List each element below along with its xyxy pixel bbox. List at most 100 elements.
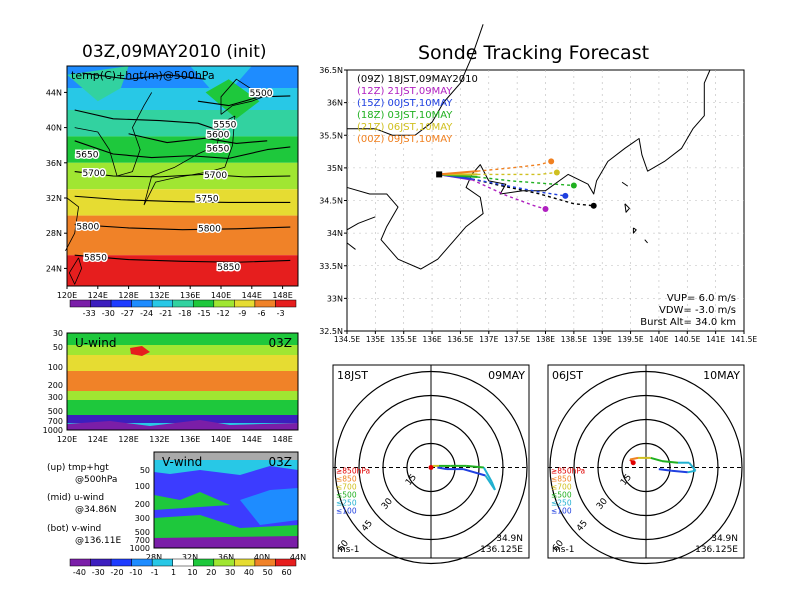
hodo-date: 10MAY bbox=[703, 369, 740, 382]
colorbar-cell bbox=[172, 299, 194, 308]
coastline bbox=[346, 216, 376, 231]
x-tick-label: 136.5E bbox=[447, 335, 473, 344]
hodo-time: 06JST bbox=[552, 369, 583, 382]
y-tick-label: 44N bbox=[46, 88, 62, 97]
colorbar-tick-label: -20 bbox=[111, 568, 124, 577]
x-tick-label: 148E bbox=[272, 435, 292, 444]
track-legend-entry: (12Z) 21JST,09MAY bbox=[357, 86, 453, 97]
hodo-start bbox=[630, 460, 636, 466]
y-tick-label: 100 bbox=[48, 363, 63, 372]
x-tick-label: 137.5E bbox=[504, 335, 530, 344]
hodo-unit: ms-1 bbox=[337, 545, 359, 555]
colorbar-cell bbox=[110, 558, 132, 567]
x-tick-label: 139.5E bbox=[617, 335, 643, 344]
colorbar-tick-label: -18 bbox=[178, 309, 191, 318]
colorbar-cell bbox=[275, 558, 297, 567]
coastline bbox=[624, 203, 630, 213]
x-tick-label: 144E bbox=[242, 291, 262, 300]
x-tick-label: 28N bbox=[146, 553, 162, 562]
temp-band bbox=[67, 255, 298, 286]
colorbar-tick-label: -15 bbox=[198, 309, 211, 318]
y-tick-label: 35N bbox=[327, 164, 343, 173]
height-contour bbox=[82, 72, 206, 80]
surface-band bbox=[67, 420, 298, 430]
x-tick-label: 44N bbox=[290, 553, 306, 562]
colorbar-cell bbox=[213, 558, 235, 567]
y-tick-label: 40N bbox=[46, 124, 62, 133]
x-tick-label: 138.5E bbox=[561, 335, 587, 344]
level-legend-entry: ≤850 bbox=[336, 475, 357, 484]
colorbar-cell bbox=[90, 299, 112, 308]
contour-label: 5650 bbox=[76, 151, 99, 161]
cold-pocket bbox=[67, 66, 129, 102]
height-contour bbox=[128, 133, 268, 144]
wind-band bbox=[67, 415, 298, 423]
y-tick-label: 24N bbox=[46, 264, 62, 273]
x-tick-label: 132E bbox=[149, 291, 169, 300]
parameter-annotation: Burst Alt= 34.0 km bbox=[640, 317, 736, 328]
colorbar-tick-label: -10 bbox=[129, 568, 142, 577]
x-tick-label: 138E bbox=[536, 335, 555, 344]
contour-label: 5600 bbox=[206, 130, 229, 140]
coastline bbox=[74, 92, 153, 177]
y-tick-label: 35.5N bbox=[319, 131, 343, 140]
y-tick-label: 300 bbox=[48, 393, 63, 402]
jet-core bbox=[130, 346, 150, 356]
u-wind-label: U-wind bbox=[75, 336, 116, 350]
coastline bbox=[632, 227, 637, 234]
forecast-title: Sonde Tracking Forecast bbox=[418, 42, 650, 64]
v-band bbox=[154, 492, 230, 510]
hodo-latitude: 34.9N bbox=[711, 534, 738, 544]
hodo-segment bbox=[462, 468, 486, 477]
track-legend-entry: (21Z) 06JST,10MAY bbox=[357, 122, 453, 133]
landing-point bbox=[590, 202, 597, 209]
track-map-panel: (09Z) 18JST,09MAY2010(12Z) 21JST,09MAY(1… bbox=[319, 24, 757, 344]
x-tick-label: 135E bbox=[366, 335, 385, 344]
contour-label: 5700 bbox=[204, 171, 227, 181]
track-dashed bbox=[477, 171, 557, 176]
y-tick-label: 500 bbox=[135, 528, 150, 537]
wind-band bbox=[67, 371, 298, 391]
contour-label: 5750 bbox=[196, 195, 219, 205]
x-tick-label: 40N bbox=[254, 553, 270, 562]
landing-point bbox=[553, 169, 560, 176]
track-legend-entry: (00Z) 09JST,10MAY bbox=[357, 134, 453, 145]
contour-label: 5650 bbox=[206, 144, 229, 154]
colorbar-tick-label: -30 bbox=[102, 309, 115, 318]
hodo-segment bbox=[629, 456, 639, 461]
init-title: 03Z,09MAY2010 (init) bbox=[82, 42, 267, 62]
contour-label: 5850 bbox=[84, 253, 107, 263]
x-tick-label: 120E bbox=[57, 291, 77, 300]
y-tick-label: 36N bbox=[327, 99, 343, 108]
v-band bbox=[154, 452, 298, 460]
hodo-date: 09MAY bbox=[488, 369, 525, 382]
x-tick-label: 139E bbox=[593, 335, 612, 344]
level-legend-entry: ≥850hPa bbox=[551, 467, 585, 476]
x-tick-label: 134.5E bbox=[334, 335, 360, 344]
y-tick-label: 1000 bbox=[43, 426, 63, 435]
contour-label: 5850 bbox=[217, 263, 240, 273]
colorbar-tick-label: -30 bbox=[92, 568, 105, 577]
level-legend-entry: ≤700 bbox=[336, 483, 357, 492]
hodo-segment bbox=[661, 460, 679, 464]
colorbar-tick-label: -21 bbox=[159, 309, 172, 318]
height-contour bbox=[74, 171, 291, 178]
hodo-segment bbox=[466, 464, 484, 469]
side-label-bot-level: @136.11E bbox=[75, 536, 121, 546]
parameter-annotation: VUP= 6.0 m/s bbox=[667, 293, 736, 304]
track-dashed bbox=[477, 160, 552, 172]
x-tick-label: 128E bbox=[118, 435, 138, 444]
colorbar-cell bbox=[151, 558, 173, 567]
x-tick-label: 137E bbox=[479, 335, 498, 344]
colorbar-cell bbox=[213, 299, 235, 308]
coastline bbox=[347, 24, 484, 136]
track-legend-entry: (09Z) 18JST,09MAY2010 bbox=[357, 74, 478, 85]
y-tick-label: 200 bbox=[135, 500, 150, 509]
coastline bbox=[346, 242, 356, 250]
y-tick-label: 50 bbox=[53, 343, 63, 352]
side-label-mid: (mid) u-wind bbox=[47, 493, 104, 503]
